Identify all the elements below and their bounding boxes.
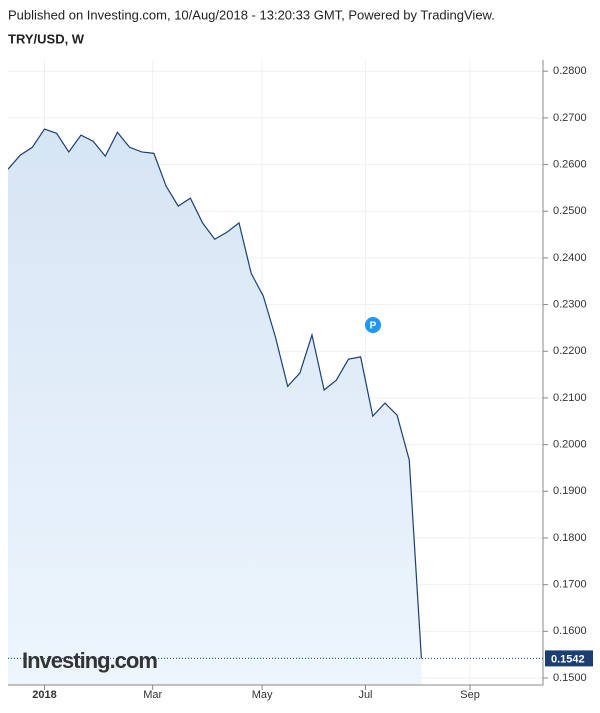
y-tick-label: 0.2200 [553, 345, 587, 357]
header: Published on Investing.com, 10/Aug/2018 … [8, 7, 495, 22]
x-tick-label: Jul [358, 689, 372, 701]
x-tick-label: Sep [460, 689, 480, 701]
y-tick-label: 0.1600 [553, 625, 587, 637]
y-tick-label: 0.2500 [553, 205, 587, 217]
chart-title: TRY/USD, W [8, 31, 85, 46]
x-tick-label: May [252, 689, 273, 701]
y-tick-label: 0.1800 [553, 532, 587, 544]
y-tick-label: 0.2700 [553, 112, 587, 124]
line [8, 128, 423, 659]
last-price-label: 0.1542 [551, 653, 585, 665]
area-fill [8, 129, 422, 685]
svg-text:P: P [370, 321, 377, 332]
y-tick-label: 0.1900 [553, 485, 587, 497]
y-tick-label: 0.1500 [553, 672, 587, 684]
y-tick-label: 0.2300 [553, 298, 587, 310]
y-tick-label: 0.1700 [553, 579, 587, 591]
y-tick-label: 0.2800 [553, 65, 587, 77]
watermark: Investing.com [22, 648, 157, 673]
last-price-box [545, 650, 593, 667]
y-tick-label: 0.2600 [553, 158, 587, 170]
y-tick-label: 0.2000 [553, 439, 587, 451]
y-tick-label: 0.2400 [553, 252, 587, 264]
y-tick-label: 0.2100 [553, 392, 587, 404]
p-marker: P [365, 317, 381, 333]
x-tick-label: Mar [143, 689, 162, 701]
x-tick-label: 2018 [32, 689, 56, 701]
